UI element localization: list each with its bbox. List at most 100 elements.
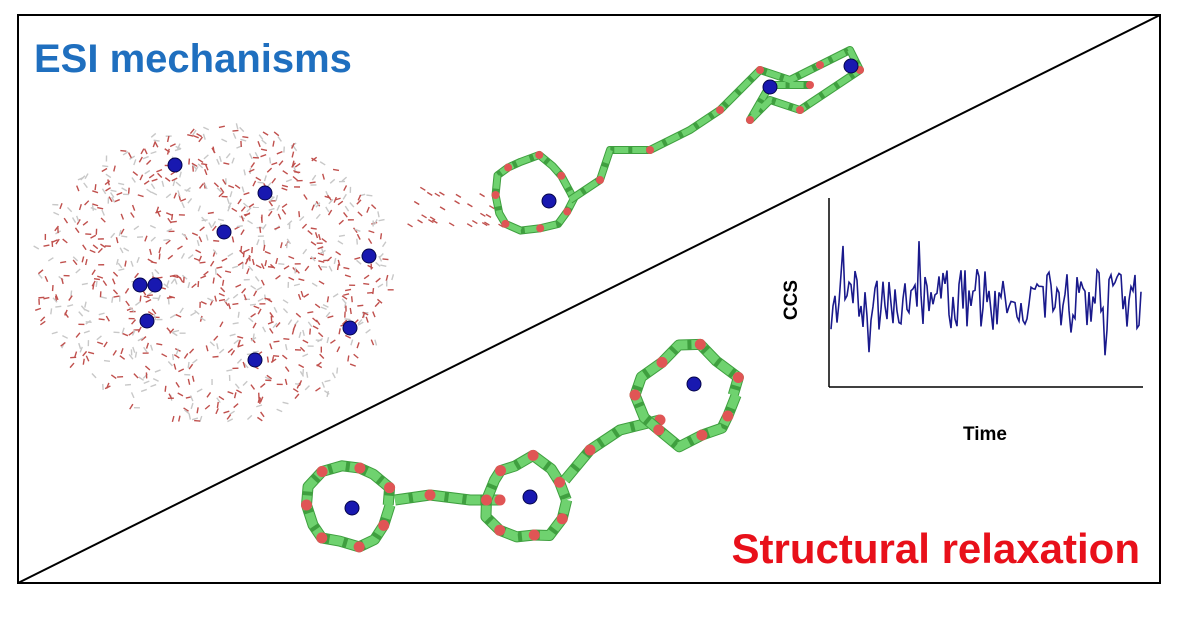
water [343, 212, 348, 218]
water [39, 320, 46, 326]
water [177, 190, 181, 197]
water [240, 229, 245, 236]
water [354, 228, 361, 232]
water [266, 374, 273, 380]
water [167, 360, 173, 367]
water [63, 217, 69, 224]
water [304, 265, 310, 272]
water [144, 169, 151, 175]
water [218, 192, 224, 198]
water [199, 316, 206, 322]
water [146, 294, 153, 297]
water [84, 173, 89, 180]
water [74, 227, 80, 234]
water [166, 280, 170, 287]
water [136, 256, 140, 264]
water [192, 129, 197, 136]
water [326, 336, 330, 344]
water [302, 248, 308, 255]
water [231, 157, 235, 164]
water [53, 211, 60, 216]
water [242, 361, 246, 368]
water [96, 335, 102, 341]
water [250, 384, 256, 390]
water [304, 385, 310, 391]
water [138, 156, 143, 163]
water [271, 177, 277, 184]
water [37, 269, 44, 275]
water [309, 328, 312, 335]
water [101, 167, 108, 173]
atom [424, 489, 436, 501]
water [256, 404, 263, 408]
water [231, 207, 238, 213]
water [311, 157, 317, 162]
water [157, 294, 161, 301]
water [206, 392, 212, 398]
water [149, 248, 152, 255]
water [151, 178, 158, 182]
water [121, 235, 128, 238]
water [336, 367, 339, 374]
water [156, 168, 163, 173]
water [216, 273, 222, 279]
water [161, 353, 168, 358]
water [321, 238, 327, 243]
water [166, 148, 170, 155]
water [227, 418, 234, 423]
water [336, 346, 341, 353]
water [207, 297, 214, 302]
water [343, 185, 348, 192]
water [357, 321, 364, 326]
water [261, 139, 267, 145]
water [375, 277, 381, 283]
water [102, 280, 108, 286]
water [242, 380, 248, 387]
water [158, 253, 161, 260]
water [375, 261, 381, 267]
atom [806, 81, 814, 89]
water [226, 369, 233, 372]
water [176, 143, 181, 150]
water [288, 255, 295, 260]
water [377, 283, 384, 288]
water [203, 270, 209, 276]
water [239, 126, 245, 133]
water [180, 198, 187, 202]
water [107, 179, 110, 186]
water [273, 340, 280, 343]
water [291, 162, 296, 168]
ion [522, 489, 538, 505]
water [368, 230, 375, 234]
water [110, 189, 117, 193]
water [338, 328, 341, 335]
water [294, 171, 301, 174]
water [232, 265, 239, 269]
water [432, 219, 438, 224]
water [282, 401, 289, 405]
atom [716, 106, 724, 114]
water [43, 296, 50, 300]
water [310, 241, 317, 246]
water [209, 341, 215, 347]
water [327, 315, 334, 319]
water [59, 203, 63, 210]
water [279, 242, 283, 249]
water [192, 134, 199, 139]
water [317, 246, 324, 250]
water [257, 308, 262, 315]
water [385, 274, 389, 282]
water [187, 281, 191, 289]
water [158, 246, 162, 254]
water [69, 362, 75, 369]
ion [147, 277, 163, 293]
water [353, 353, 359, 359]
water [37, 273, 43, 279]
water [335, 250, 342, 256]
water [109, 192, 115, 198]
water [237, 261, 244, 266]
water [219, 321, 224, 328]
water [248, 168, 255, 173]
water [166, 135, 170, 143]
water [118, 268, 125, 271]
